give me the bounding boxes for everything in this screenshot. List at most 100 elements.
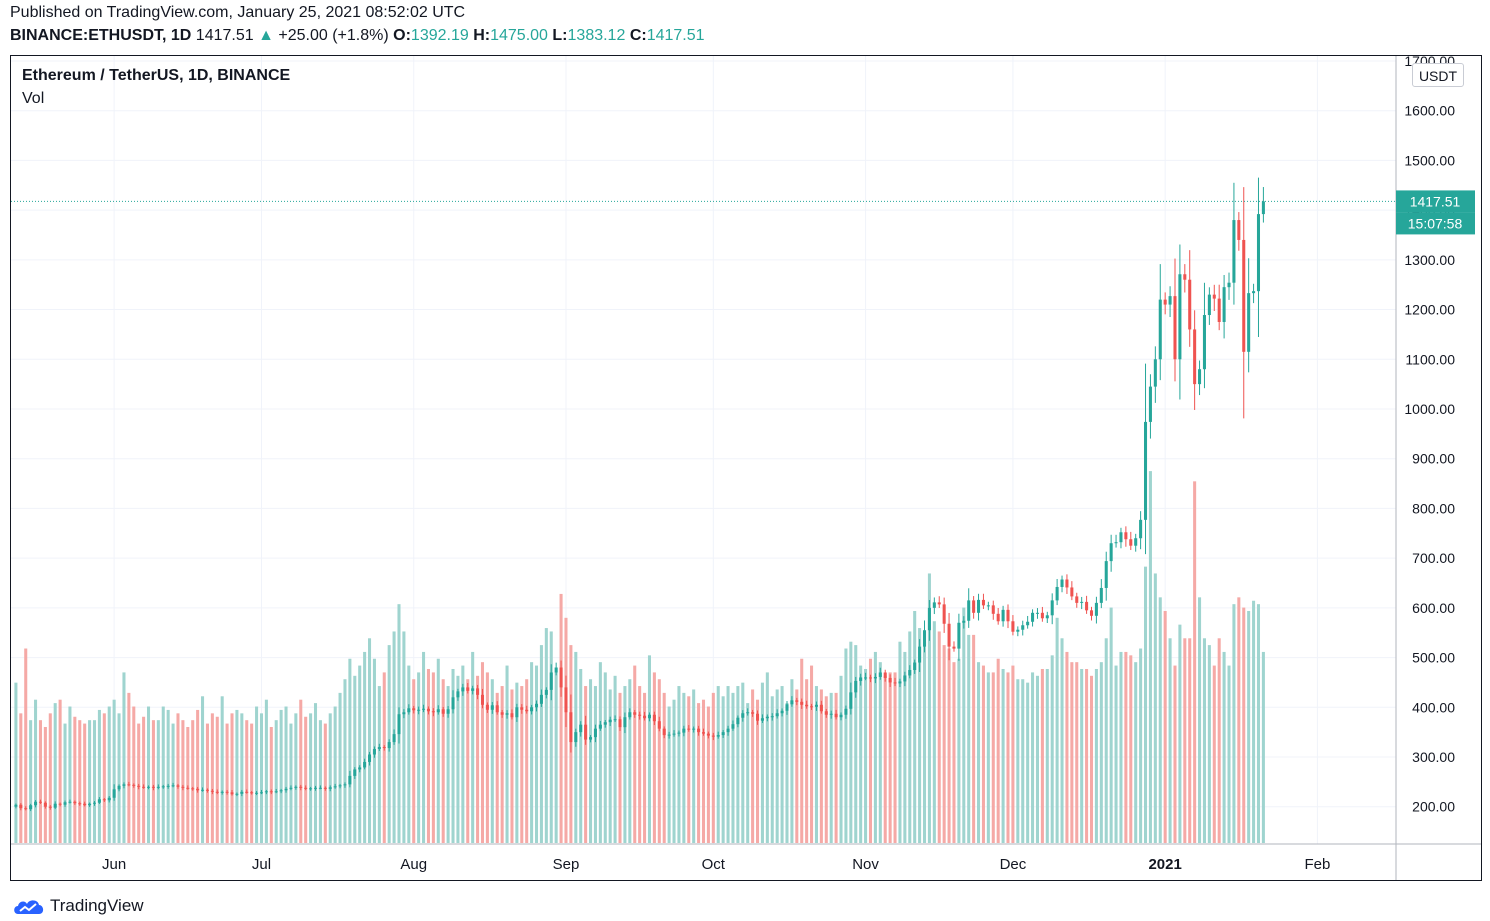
chart-frame[interactable] [10,55,1482,881]
volume-bar [1178,624,1182,843]
volume-bar [269,726,273,843]
candle-body [947,623,951,647]
volume-bar [844,648,848,843]
volume-bar [628,679,632,843]
candle-body [868,677,873,679]
volume-bar [746,703,750,843]
volume-bar [667,706,671,843]
volume-bar [1173,665,1177,843]
candle-body [677,732,681,734]
candle-body [800,701,804,705]
candle-body [284,788,288,791]
y-tick-label: 800.00 [1412,500,1455,516]
volume-bar [137,723,141,843]
candle-body [235,793,239,795]
volume-bar [264,699,268,843]
volume-bar [1227,665,1231,843]
volume-bar [323,723,327,843]
candle-body [269,791,273,793]
volume-bar [505,665,509,843]
volume-bar [466,679,470,843]
volume-bar [967,634,971,843]
candle-body [151,786,155,788]
candle-body [210,790,214,792]
volume-bar [805,679,809,843]
volume-bar [63,723,67,843]
volume-bar [800,658,804,843]
candle-body [323,787,327,789]
volume-bar [250,723,254,843]
tradingview-logo[interactable]: TradingView [12,894,144,918]
volume-legend: Vol [22,90,45,107]
volume-bar [299,699,303,843]
candle-body [1035,612,1039,614]
volume-bar [34,699,38,843]
volume-bar [795,689,799,843]
currency-unit-button[interactable]: USDT [1412,63,1464,87]
volume-bar [461,665,465,843]
candle-body [1104,561,1108,588]
candle-body [392,734,396,743]
candle-body [1242,239,1246,352]
candle-body [1129,539,1133,546]
candle-body [230,792,234,795]
candle-body [608,719,612,723]
candle-body [1055,586,1059,601]
candle-body [893,682,897,684]
candle-body [726,728,730,733]
volume-bar [721,696,725,843]
candle-body [1139,519,1143,539]
volume-bar [368,638,372,843]
candle-body [274,791,278,793]
candle-body [1178,274,1182,360]
candle-body [466,687,470,691]
volume-bar [78,720,82,843]
candle-body [1247,293,1251,352]
candle-body [564,687,568,713]
candle-body [476,688,480,695]
volume-bar [68,706,72,843]
volume-bar [107,706,111,843]
volume-bar [88,720,92,843]
candle-body [255,792,259,794]
candle-body [873,676,877,679]
volume-bar [549,631,553,843]
volume-bar [24,648,28,843]
volume-bar [259,713,264,843]
candle-body [652,714,656,722]
volume-bar [932,621,936,843]
published-line: Published on TradingView.com, January 25… [10,4,466,21]
volume-bar [991,672,995,843]
candle-body [250,792,254,794]
y-tick-label: 900.00 [1412,451,1455,467]
candle-body [412,708,416,711]
volume-bar [559,593,563,843]
candle-body [68,801,72,803]
candle-body [957,622,961,649]
volume-bar [692,689,696,843]
volume-bar [962,607,966,843]
candle-body [927,607,931,631]
low-label: L: [552,27,568,44]
volume-bar [1202,638,1206,843]
candle-body [1183,274,1187,280]
candle-body [1001,609,1005,622]
candle-body [1207,294,1211,316]
volume-bar [205,723,209,843]
volume-bar [898,641,902,843]
volume-bar [1153,573,1157,843]
candle-body [426,708,430,712]
volume-bar [1188,638,1192,843]
volume-bar [647,655,651,843]
candle-body [937,602,941,605]
candle-body [1050,600,1054,616]
x-tick-label: 2021 [1148,856,1181,873]
candle-body [1089,610,1094,616]
volume-bar [289,723,293,843]
volume-bar [127,692,131,843]
y-tick-label: 1300.00 [1404,252,1455,268]
volume-bar [579,668,583,843]
volume-bar [760,682,764,843]
candle-body [952,646,956,649]
